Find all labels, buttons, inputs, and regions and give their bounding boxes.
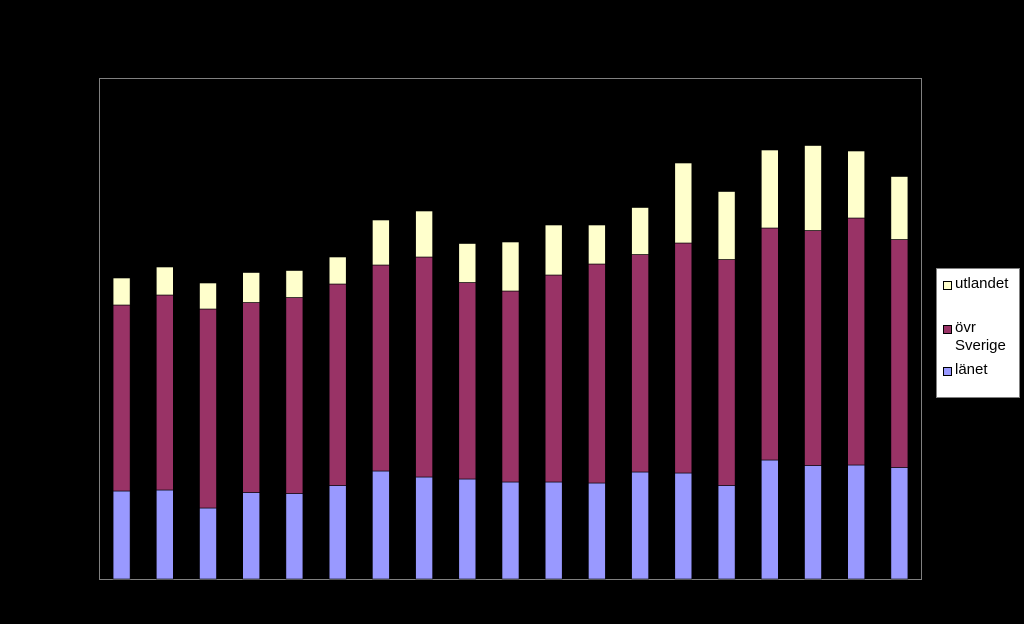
- bar-segment-s1-c9: [501, 290, 520, 483]
- bar-segment-s1-c6: [372, 264, 390, 472]
- bar-segment-s0-c5: [328, 485, 347, 580]
- bar-segment-s2-c4: [285, 270, 304, 298]
- bar-segment-s1-c12: [631, 254, 649, 473]
- bar-segment-s0-c7: [415, 476, 433, 580]
- bar-segment-s2-c7: [415, 210, 433, 258]
- legend-label-utlandet: utlandet: [955, 275, 1009, 292]
- legend: utlandet övr Sverige länet: [936, 268, 1020, 398]
- bar-segment-s2-c15: [760, 149, 779, 229]
- bar-segment-s0-c11: [588, 482, 606, 580]
- bar-segment-s1-c3: [242, 302, 260, 493]
- bar-segment-s2-c8: [458, 243, 477, 283]
- bar-segment-s0-c16: [804, 465, 822, 580]
- bar-segment-s1-c5: [328, 283, 347, 486]
- bar-segment-s1-c2: [199, 308, 217, 509]
- bar-segment-s1-c18: [890, 239, 909, 468]
- bars-group: [112, 145, 909, 580]
- bar-segment-s2-c18: [890, 176, 909, 240]
- bar-segment-s2-c5: [328, 256, 347, 285]
- bar-segment-s1-c8: [458, 282, 477, 480]
- bar-segment-s1-c7: [415, 256, 433, 478]
- legend-label-ovr-sverige: övr Sverige: [955, 319, 1006, 354]
- bar-segment-s0-c6: [372, 470, 390, 580]
- bar-segment-s0-c14: [717, 485, 736, 580]
- bar-segment-s0-c4: [285, 493, 304, 580]
- bar-segment-s2-c2: [199, 282, 217, 310]
- bar-segment-s1-c10: [544, 274, 563, 483]
- bar-segment-s0-c9: [501, 481, 520, 580]
- bar-segment-s2-c12: [631, 207, 649, 255]
- bar-segment-s2-c6: [372, 219, 390, 266]
- bar-segment-s2-c11: [588, 224, 606, 265]
- bar-segment-s0-c15: [760, 459, 779, 580]
- legend-swatch-utlandet: [943, 281, 952, 290]
- bar-segment-s2-c13: [674, 162, 693, 244]
- bar-segment-s0-c18: [890, 467, 909, 580]
- bar-segment-s0-c8: [458, 478, 477, 580]
- bar-segment-s1-c0: [112, 304, 131, 492]
- bar-segment-s0-c1: [156, 489, 174, 580]
- bar-segment-s2-c3: [242, 272, 260, 303]
- bar-segment-s1-c14: [717, 259, 736, 486]
- bar-segment-s1-c11: [588, 263, 606, 484]
- bar-segment-s2-c0: [112, 277, 131, 306]
- bar-segment-s1-c4: [285, 297, 304, 494]
- bar-segment-s2-c14: [717, 191, 736, 260]
- bar-segment-s1-c17: [847, 217, 866, 466]
- bar-segment-s2-c10: [544, 224, 563, 276]
- legend-label-lanet: länet: [955, 361, 988, 378]
- bar-segment-s1-c1: [156, 294, 174, 491]
- bar-segment-s0-c10: [544, 481, 563, 580]
- bar-segment-s1-c16: [804, 230, 822, 466]
- bar-segment-s0-c3: [242, 492, 260, 580]
- bar-segment-s2-c16: [804, 145, 822, 231]
- bar-segment-s1-c13: [674, 242, 693, 474]
- bar-segment-s2-c1: [156, 266, 174, 296]
- bar-segment-s0-c12: [631, 471, 649, 580]
- bar-segment-s1-c15: [760, 227, 779, 461]
- bar-segment-s0-c13: [674, 472, 693, 580]
- bar-segment-s0-c0: [112, 490, 131, 580]
- bar-segment-s2-c17: [847, 150, 866, 219]
- legend-swatch-ovr-sverige: [943, 325, 952, 334]
- bar-segment-s2-c9: [501, 241, 520, 292]
- bar-segment-s0-c17: [847, 464, 866, 580]
- legend-swatch-lanet: [943, 367, 952, 376]
- bar-segment-s0-c2: [199, 507, 217, 580]
